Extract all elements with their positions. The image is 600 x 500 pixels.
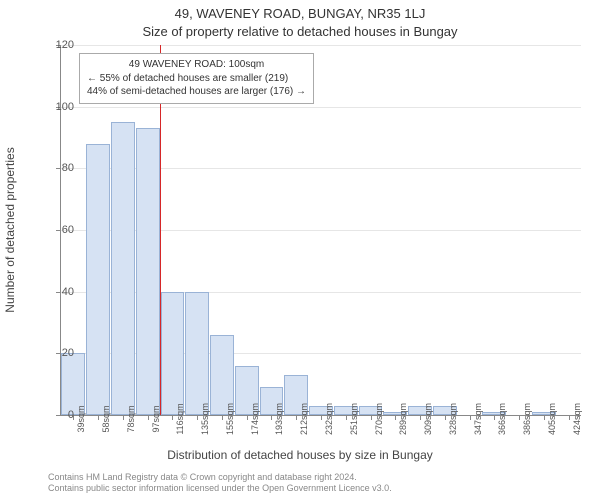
xtick-label: 135sqm <box>200 403 210 435</box>
xtick-mark <box>197 415 198 420</box>
x-axis-label: Distribution of detached houses by size … <box>0 448 600 462</box>
bar <box>161 292 185 415</box>
chart-container: 49, WAVENEY ROAD, BUNGAY, NR35 1LJ Size … <box>0 0 600 500</box>
footer-line1: Contains HM Land Registry data © Crown c… <box>48 472 392 483</box>
footer-line2: Contains public sector information licen… <box>48 483 392 494</box>
xtick-mark <box>371 415 372 420</box>
xtick-mark <box>148 415 149 420</box>
xtick-label: 193sqm <box>274 403 284 435</box>
annotation-box: 49 WAVENEY ROAD: 100sqm← 55% of detached… <box>79 53 314 104</box>
xtick-mark <box>271 415 272 420</box>
xtick-mark <box>470 415 471 420</box>
bar <box>136 128 160 415</box>
xtick-mark <box>98 415 99 420</box>
xtick-mark <box>346 415 347 420</box>
xtick-mark <box>395 415 396 420</box>
xtick-mark <box>445 415 446 420</box>
chart-title-line2: Size of property relative to detached ho… <box>0 24 600 39</box>
annotation-line3: 44% of semi-detached houses are larger (… <box>87 85 306 99</box>
xtick-mark <box>420 415 421 420</box>
annotation-line2: ← 55% of detached houses are smaller (21… <box>87 72 306 86</box>
xtick-mark <box>494 415 495 420</box>
gridline <box>61 45 581 46</box>
xtick-label: 405sqm <box>547 403 557 435</box>
xtick-label: 366sqm <box>497 403 507 435</box>
xtick-label: 39sqm <box>76 405 86 432</box>
xtick-label: 289sqm <box>398 403 408 435</box>
xtick-label: 424sqm <box>572 403 582 435</box>
xtick-label: 251sqm <box>349 403 359 435</box>
xtick-label: 78sqm <box>126 405 136 432</box>
bar <box>185 292 209 415</box>
xtick-mark <box>172 415 173 420</box>
xtick-label: 386sqm <box>522 403 532 435</box>
footer-text: Contains HM Land Registry data © Crown c… <box>48 472 392 495</box>
ytick-label: 60 <box>44 224 74 236</box>
ytick-label: 100 <box>44 101 74 113</box>
xtick-label: 174sqm <box>250 403 260 435</box>
xtick-label: 155sqm <box>225 403 235 435</box>
xtick-mark <box>519 415 520 420</box>
xtick-mark <box>544 415 545 420</box>
xtick-mark <box>296 415 297 420</box>
xtick-label: 347sqm <box>473 403 483 435</box>
ytick-label: 0 <box>44 409 74 421</box>
ytick-label: 80 <box>44 162 74 174</box>
xtick-label: 270sqm <box>374 403 384 435</box>
chart-title-line1: 49, WAVENEY ROAD, BUNGAY, NR35 1LJ <box>0 6 600 21</box>
xtick-label: 328sqm <box>448 403 458 435</box>
ytick-label: 40 <box>44 286 74 298</box>
ytick-label: 120 <box>44 39 74 51</box>
xtick-mark <box>247 415 248 420</box>
xtick-mark <box>321 415 322 420</box>
bar <box>86 144 110 415</box>
plot-area: 39sqm58sqm78sqm97sqm116sqm135sqm155sqm17… <box>60 45 581 416</box>
xtick-label: 58sqm <box>101 405 111 432</box>
xtick-label: 232sqm <box>324 403 334 435</box>
annotation-line1: 49 WAVENEY ROAD: 100sqm <box>87 58 306 72</box>
xtick-label: 309sqm <box>423 403 433 435</box>
y-axis-label: Number of detached properties <box>3 147 17 312</box>
xtick-mark <box>123 415 124 420</box>
xtick-label: 212sqm <box>299 403 309 435</box>
xtick-mark <box>222 415 223 420</box>
ytick-label: 20 <box>44 347 74 359</box>
gridline <box>61 107 581 108</box>
bar <box>111 122 135 415</box>
xtick-label: 116sqm <box>175 403 185 434</box>
xtick-mark <box>569 415 570 420</box>
